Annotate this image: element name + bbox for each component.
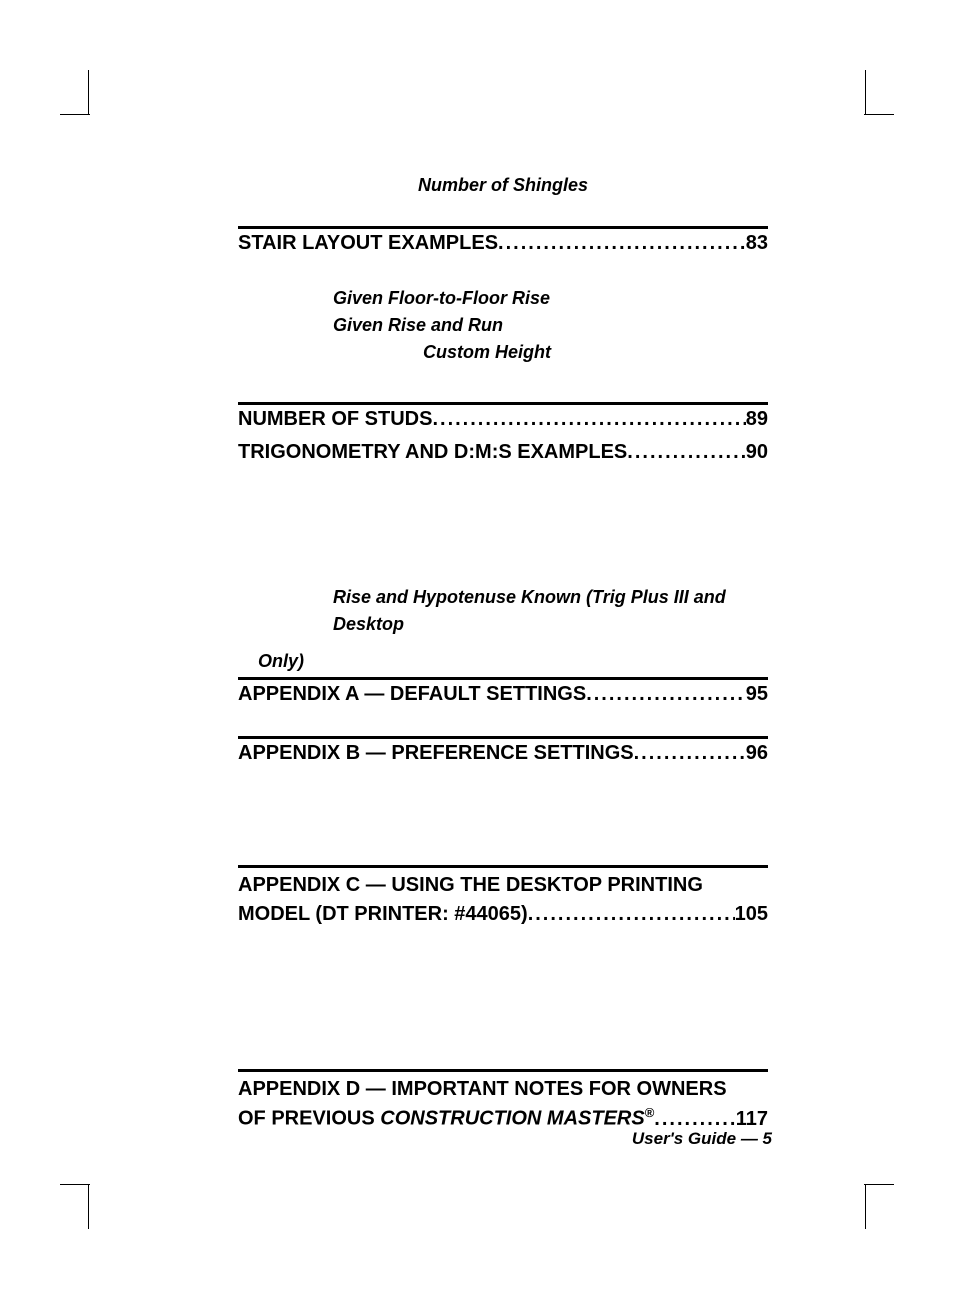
page-footer: User's Guide — 5 <box>632 1129 772 1149</box>
toc-entry: NUMBER OF STUDS ........................… <box>238 402 768 431</box>
toc-title: MODEL (DT PRINTER: #44065) <box>238 900 528 929</box>
toc-page-number: 90 <box>746 441 768 464</box>
toc-leader-dots: ........................................… <box>498 232 746 255</box>
registered-mark: ® <box>645 1105 655 1120</box>
page-content: Number of Shingles STAIR LAYOUT EXAMPLES… <box>238 175 768 1134</box>
toc-entry: APPENDIX B — PREFERENCE SETTINGS .......… <box>238 736 768 765</box>
toc-page-number: 105 <box>735 900 768 929</box>
toc-page-number: 96 <box>746 742 768 765</box>
toc-title: OF PREVIOUS CONSTRUCTION MASTERS® <box>238 1104 654 1134</box>
crop-mark <box>60 1184 90 1185</box>
toc-title: APPENDIX D — IMPORTANT NOTES FOR OWNERS <box>238 1075 727 1104</box>
crop-mark <box>865 1184 866 1229</box>
toc-title: TRIGONOMETRY AND D:M:S EXAMPLES <box>238 441 627 464</box>
crop-mark <box>865 70 866 115</box>
toc-entry: STAIR LAYOUT EXAMPLES ..................… <box>238 226 768 366</box>
header-subtitle: Number of Shingles <box>158 175 848 196</box>
toc-entry: APPENDIX C — USING THE DESKTOP PRINTING … <box>238 865 768 929</box>
toc-leader-dots: ........................................… <box>627 441 745 464</box>
toc-subitem: Given Rise and Run <box>333 312 768 339</box>
toc-title-italic: CONSTRUCTION MASTERS <box>380 1108 644 1130</box>
toc-subitem: Rise and Hypotenuse Known (Trig Plus III… <box>333 584 768 638</box>
toc-subitem: Custom Height <box>423 339 768 366</box>
toc-title-prefix: OF PREVIOUS <box>238 1108 380 1130</box>
toc-leader-dots: ........................................… <box>432 408 745 431</box>
toc-leader-dots: ........................................… <box>528 900 735 929</box>
crop-mark <box>88 70 89 115</box>
toc-title: APPENDIX A — DEFAULT SETTINGS <box>238 683 586 706</box>
crop-mark <box>864 1184 894 1185</box>
toc-entry: APPENDIX A — DEFAULT SETTINGS ..........… <box>238 677 768 706</box>
toc-entry: TRIGONOMETRY AND D:M:S EXAMPLES ........… <box>238 441 768 675</box>
toc-title: STAIR LAYOUT EXAMPLES <box>238 232 498 255</box>
toc-subitem: Given Floor-to-Floor Rise <box>333 285 768 312</box>
toc-page-number: 83 <box>746 232 768 255</box>
toc-subitem: Only) <box>258 648 768 675</box>
crop-mark <box>88 1184 89 1229</box>
toc-title: APPENDIX C — USING THE DESKTOP PRINTING <box>238 871 703 900</box>
toc-leader-dots: ........................................… <box>634 742 746 765</box>
toc-entry: APPENDIX D — IMPORTANT NOTES FOR OWNERS … <box>238 1069 768 1134</box>
crop-mark <box>60 114 90 115</box>
toc-leader-dots: ........................................… <box>586 683 746 706</box>
crop-mark <box>864 114 894 115</box>
toc-page-number: 89 <box>746 408 768 431</box>
toc-page-number: 95 <box>746 683 768 706</box>
toc-title: APPENDIX B — PREFERENCE SETTINGS <box>238 742 634 765</box>
toc-title: NUMBER OF STUDS <box>238 408 432 431</box>
